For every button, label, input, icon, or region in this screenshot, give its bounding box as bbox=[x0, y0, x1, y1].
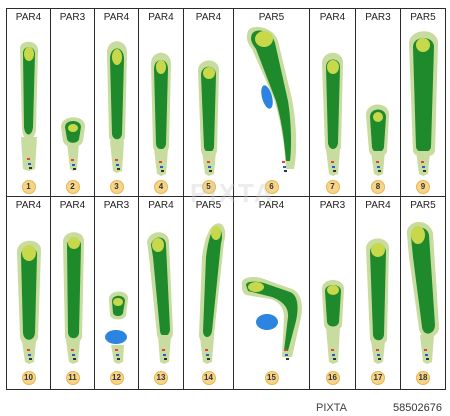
par-label: PAR4 bbox=[15, 200, 42, 211]
hole-2-map bbox=[61, 117, 86, 171]
par-label: PAR5 bbox=[258, 12, 285, 23]
hole-number-badge: 1 bbox=[21, 180, 36, 194]
hole-number-badge: 4 bbox=[154, 180, 168, 194]
par-label: PAR4 bbox=[195, 12, 222, 23]
hole-10-map bbox=[17, 240, 42, 364]
hole-number-badge: 12 bbox=[109, 371, 124, 385]
hole-card-7: PAR4 7 bbox=[309, 8, 356, 197]
hole-card-6: PAR5 6 bbox=[233, 8, 310, 197]
hole-number-badge: 13 bbox=[154, 371, 168, 385]
hole-number-badge: 9 bbox=[416, 180, 430, 194]
hole-5-map bbox=[198, 60, 220, 176]
hole-15-map bbox=[241, 277, 302, 360]
hole-14-map bbox=[199, 223, 226, 364]
par-label: PAR4 bbox=[103, 12, 130, 23]
par-label: PAR4 bbox=[15, 12, 42, 23]
hole-8-map bbox=[366, 104, 390, 176]
watermark: PIXTA bbox=[190, 178, 275, 208]
hole-card-5: PAR4 5 bbox=[183, 8, 234, 197]
hole-1-map bbox=[19, 41, 39, 171]
hole-18-map bbox=[406, 221, 439, 364]
par-label: PAR3 bbox=[365, 12, 391, 23]
par-label: PAR5 bbox=[410, 200, 436, 211]
hole-card-14: PAR5 14 bbox=[183, 196, 234, 390]
hole-card-1: PAR4 1 bbox=[6, 8, 51, 197]
hole-3-map bbox=[106, 41, 128, 173]
hole-number-badge: 5 bbox=[201, 180, 216, 194]
hole-number-badge: 2 bbox=[65, 180, 80, 194]
hole-card-15: PAR4 15 bbox=[233, 196, 310, 390]
hole-16-map bbox=[322, 280, 344, 364]
hole-number-badge: 11 bbox=[65, 371, 80, 385]
hole-13-map bbox=[147, 232, 174, 364]
hole-card-16: PAR3 16 bbox=[309, 196, 356, 390]
hole-6-map bbox=[246, 26, 297, 172]
par-label: PAR3 bbox=[103, 200, 130, 211]
hole-number-badge: 6 bbox=[264, 180, 279, 194]
hole-17-map bbox=[366, 238, 390, 364]
par-label: PAR4 bbox=[258, 200, 285, 211]
par-label: PAR3 bbox=[319, 200, 346, 211]
hole-9-map bbox=[409, 31, 439, 176]
par-label: PAR4 bbox=[365, 200, 391, 211]
hole-number-badge: 14 bbox=[201, 371, 216, 385]
credit-logo: PIXTA bbox=[316, 402, 347, 414]
hole-number-badge: 17 bbox=[371, 371, 385, 385]
hole-number-badge: 10 bbox=[21, 371, 36, 385]
hole-number-badge: 18 bbox=[416, 371, 430, 385]
par-label: PAR4 bbox=[319, 12, 346, 23]
hole-card-8: PAR3 8 bbox=[355, 8, 401, 197]
par-label: PAR3 bbox=[59, 12, 86, 23]
hole-number-badge: 3 bbox=[109, 180, 124, 194]
hole-number-badge: 7 bbox=[325, 180, 340, 194]
hole-card-3: PAR4 3 bbox=[94, 8, 139, 197]
hole-4-map bbox=[151, 52, 171, 176]
hole-card-9: PAR5 9 bbox=[400, 8, 446, 197]
hole-number-badge: 15 bbox=[264, 371, 279, 385]
hole-12-map bbox=[105, 291, 129, 364]
hole-card-12: PAR3 12 bbox=[94, 196, 139, 390]
par-label: PAR4 bbox=[148, 200, 174, 211]
par-label: PAR5 bbox=[410, 12, 436, 23]
par-label: PAR5 bbox=[195, 200, 222, 211]
hole-card-11: PAR4 11 bbox=[50, 196, 95, 390]
hole-number-badge: 8 bbox=[371, 180, 385, 194]
hole-number-badge: 16 bbox=[325, 371, 340, 385]
hole-7-map bbox=[322, 52, 344, 176]
hole-card-2: PAR3 2 bbox=[50, 8, 95, 197]
par-label: PAR4 bbox=[59, 200, 86, 211]
par-label: PAR4 bbox=[148, 12, 174, 23]
hole-card-18: PAR5 18 bbox=[400, 196, 446, 390]
hole-card-13: PAR4 13 bbox=[138, 196, 184, 390]
credit-id: 58502676 bbox=[393, 402, 442, 414]
hole-card-17: PAR4 17 bbox=[355, 196, 401, 390]
hole-card-10: PAR4 10 bbox=[6, 196, 51, 390]
hole-11-map bbox=[63, 232, 85, 364]
hole-card-4: PAR4 4 bbox=[138, 8, 184, 197]
